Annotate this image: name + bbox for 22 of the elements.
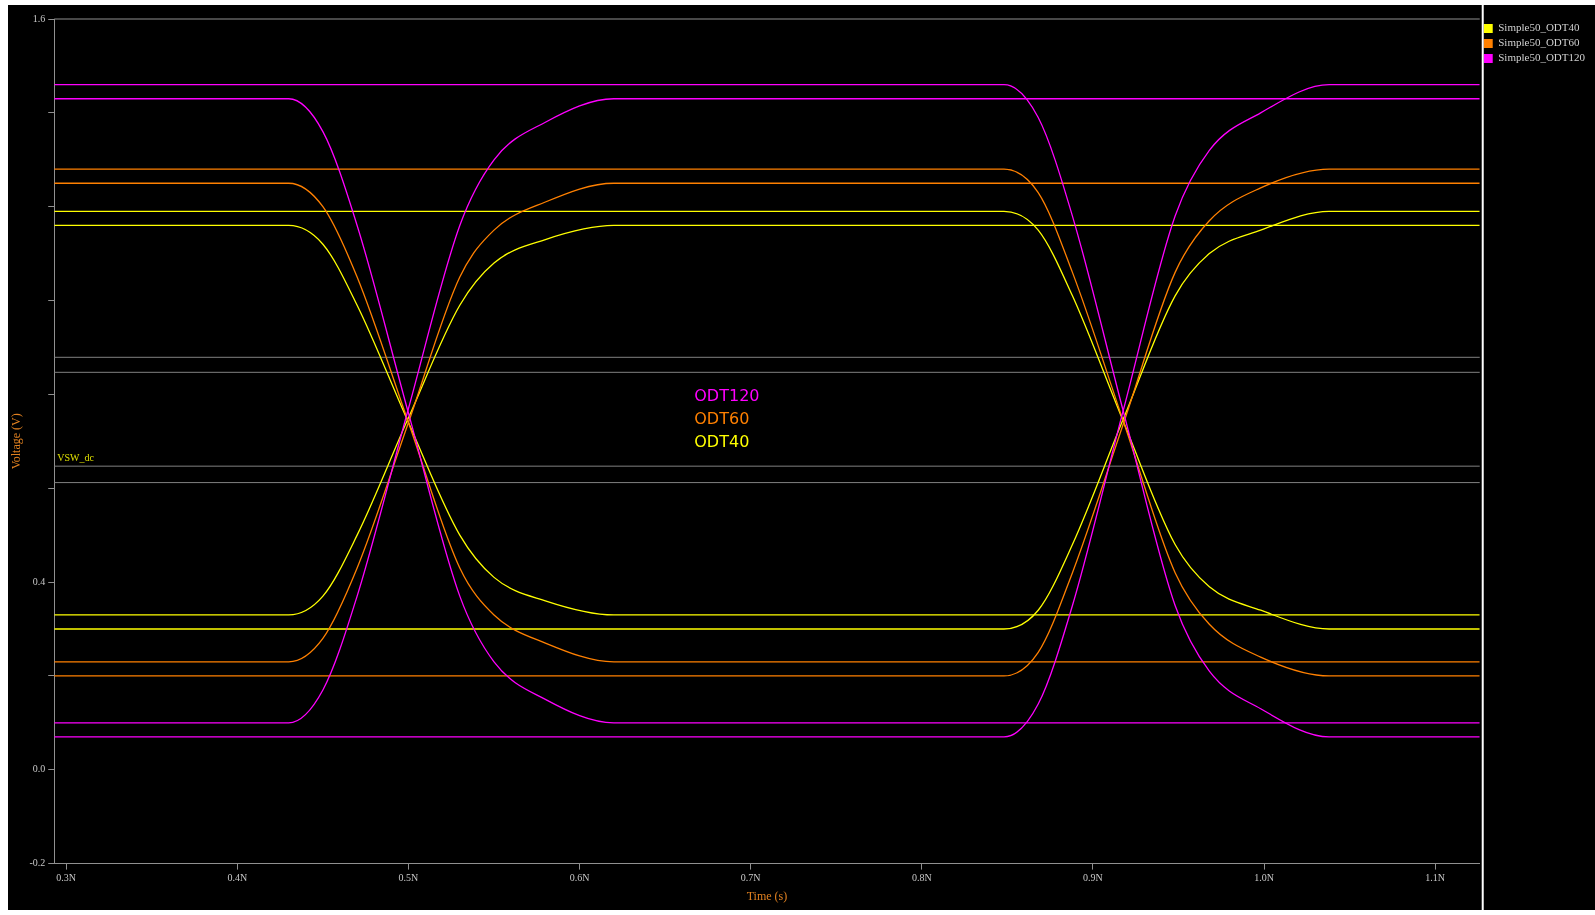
y-tick-label: 0.0 [32, 763, 46, 775]
x-tick-label: 0.4N [227, 872, 248, 884]
annotation: ODT40 [694, 431, 750, 451]
x-axis-title: Time (s) [746, 888, 788, 903]
x-tick-label: 0.5N [398, 872, 419, 884]
legend-label: Simple50_ODT40 [1498, 21, 1580, 34]
x-tick-label: 0.9N [1083, 872, 1103, 884]
ref-line-label: VSW_dc [57, 451, 95, 463]
x-tick-label: 0.3N [56, 872, 77, 884]
legend-label: Simple50_ODT120 [1498, 51, 1586, 64]
x-tick-label: 0.6N [569, 872, 590, 884]
annotation: ODT60 [694, 408, 750, 428]
x-tick-label: 1.1N [1425, 872, 1446, 884]
y-tick-label: 0.4 [32, 575, 46, 587]
annotation: ODT120 [694, 385, 760, 405]
y-tick-label: -0.2 [29, 857, 46, 869]
legend-label: Simple50_ODT60 [1498, 36, 1580, 49]
x-tick-label: 0.8N [911, 872, 932, 884]
y-axis-title: Voltage (V) [9, 413, 24, 470]
x-tick-label: 1.0N [1254, 872, 1274, 884]
x-tick-label: 0.7N [740, 872, 761, 884]
y-tick-label: 1.6 [32, 12, 46, 24]
